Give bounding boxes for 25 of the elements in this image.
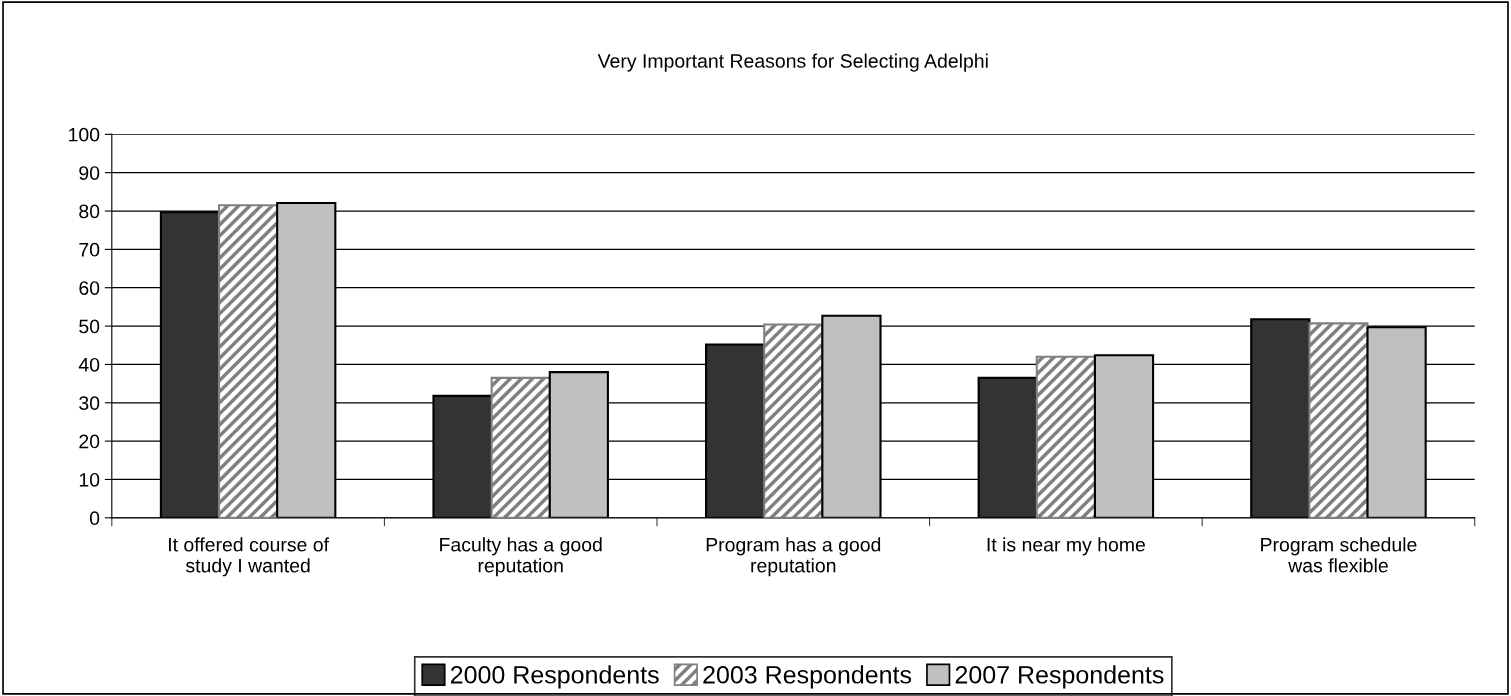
legend-label: 2007 Respondents	[955, 665, 1164, 689]
bar	[490, 376, 551, 518]
bar	[763, 323, 824, 518]
chart-title: Very Important Reasons for Selecting Adelphi	[597, 53, 988, 72]
y-tick-label: 10	[79, 472, 100, 487]
y-tick-label: 20	[79, 434, 100, 449]
legend-label: 2003 Respondents	[703, 665, 912, 689]
x-tick-label: Faculty has a good reputation	[440, 537, 602, 577]
bar	[1308, 322, 1369, 518]
y-tick-label: 30	[79, 396, 100, 411]
y-tick-label: 0	[89, 511, 100, 526]
x-tick-label: Program schedule was flexible	[1261, 537, 1417, 573]
y-tick-label: 90	[79, 166, 100, 180]
bar	[217, 204, 279, 518]
y-tick-label: 80	[79, 204, 100, 219]
y-tick-label: 60	[79, 281, 100, 295]
y-tick-label: 70	[79, 242, 100, 257]
x-tick-label: It offered course of study I wanted	[169, 537, 330, 577]
y-tick-label: 100	[69, 127, 100, 142]
legend-label: 2000 Respondents	[450, 665, 659, 689]
bar	[1035, 355, 1096, 518]
y-tick-label: 50	[79, 319, 100, 334]
y-tick-label: 40	[78, 357, 100, 372]
x-tick-label: Program has a good reputation	[706, 537, 881, 577]
x-tick-label: It is near my home	[987, 537, 1145, 556]
